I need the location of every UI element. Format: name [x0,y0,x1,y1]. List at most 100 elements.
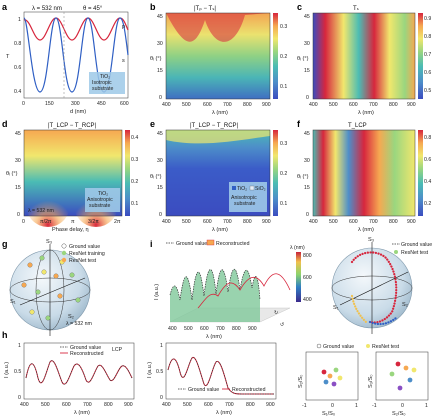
panel-d-xtick-1: π/2π [40,219,52,225]
panel-f-xtick-5: 900 [407,219,416,225]
panel-i-axis-s1 [339,271,409,306]
g-point [75,297,81,303]
panel-f-colorbar [418,130,423,216]
panel-g: g S₃ S₁ S₂ λ = 532 nm Ground value ResNe… [2,239,105,336]
panel-j-legend-test: ResNet test [372,344,400,350]
panel-b-ytick-1: 15 [157,68,163,74]
j2-point [407,377,413,383]
panel-g-legend-train-marker [61,250,67,256]
panel-i-spectrum-fill [170,269,260,322]
panel-c-title: Tₛ [353,6,359,12]
panel-h-xtick-0: 400 [20,402,29,408]
panel-c-xtick-1: 500 [329,102,338,108]
panel-h2-xtick-4: 800 [246,402,255,408]
panel-h-xtick-2: 600 [62,402,71,408]
panel-a-label-p: p [122,24,125,30]
panel-h-axes [23,342,135,400]
panel-j: Ground value ResNet test -1 0 1 S₁/S₀ S₂… [298,343,429,417]
panel-j-axes-1 [305,351,359,401]
panel-a-ytick-3: 1 [18,17,21,23]
panel-i-legend-recon: Reconstructed [216,241,250,247]
panel-b-ylabel: θᵢ (°) [150,56,162,62]
panel-b-ytick-0: 0 [159,95,162,101]
panel-h-letter: h [2,330,8,340]
panel-e-ytick-0: 0 [159,212,162,218]
panel-c-xtick-0: 400 [309,102,318,108]
panel-a-xtick-2: 300 [71,101,80,107]
panel-i-xtick-2: 600 [200,326,209,332]
panel-h2: Ground value Reconstructed 0 0.5 1 I (a.… [147,342,277,416]
panel-a-letter: a [2,2,8,12]
panel-f-xlabel: λ (nm) [358,227,374,233]
panel-g-axis-s1 [19,277,86,306]
j1-point [327,373,333,379]
g-point [27,262,33,268]
panel-f-ylabel: θᵢ (°) [297,174,309,180]
panel-f-ytick-2: 30 [304,158,310,164]
panel-c-ylabel: θᵢ (°) [297,56,309,62]
panel-c-xtick-4: 800 [389,102,398,108]
panel-d-cbar-3: 0.4 [131,135,138,141]
panel-f: f T_LCP 0.2 0.4 0.6 0.8 0 15 30 45 θᵢ (°… [297,119,431,233]
panel-d-axes [23,129,123,217]
panel-i-xtick-1: 500 [184,326,193,332]
panel-h2-xtick-1: 500 [183,402,192,408]
panel-b-xtick-0: 400 [162,102,171,108]
panel-g-legend-ground-marker [61,243,67,249]
panel-h-xtick-1: 500 [41,402,50,408]
panel-e-colorbar [273,130,278,216]
panel-b-axes [165,12,271,100]
j2-point [389,371,395,377]
panel-f-title: T_LCP [348,123,367,129]
panel-f-cbar-2: 0.6 [424,157,431,163]
g-point [57,293,63,299]
panel-c-xtick-2: 600 [349,102,358,108]
panel-i-trajectory-red [350,251,398,324]
panel-e-xlabel: λ (nm) [212,227,228,233]
panel-h2-ytick-2: 1 [160,343,163,349]
panel-h-tag: LCP [112,347,123,353]
panel-j-tick-1-2: 1 [355,403,358,409]
panel-g-legend-ground: Ground value [69,244,100,250]
panel-b-cbar-0: 0.1 [280,84,287,90]
panel-c-xtick-5: 900 [407,102,416,108]
panel-j-xlabel-1: S₁/S₀ [322,411,336,417]
panel-h2-ytick-1: 0.5 [156,369,163,375]
panel-h2-xtick-2: 600 [204,402,213,408]
panel-i-sphere-legend-test-marker [394,250,398,254]
panel-g-axis-label-s3: S₃ [46,239,52,245]
panel-d-ylabel: θᵢ (°) [6,171,18,177]
panel-c-cbar-2: 0.7 [424,52,431,58]
panel-c-cbar-3: 0.8 [424,34,431,40]
j1-point [337,375,343,381]
panel-d-ytick-2: 30 [15,158,21,164]
panel-h-curve-recon [25,360,133,385]
panel-b-letter: b [150,2,156,12]
panel-e-ylabel: θᵢ (°) [150,174,162,180]
j2-point [403,365,409,371]
panel-a-xtick-1: 150 [45,101,54,107]
panel-h2-axes [165,342,277,400]
g-point [39,255,45,261]
panel-a-param-angle: θ = 45° [83,6,103,12]
panel-a-legend-line2: Isotropic [92,80,112,86]
g-point [53,273,59,279]
g-point [29,309,35,315]
g-point [69,272,75,278]
panel-d-xtick-4: 2π [114,219,121,225]
panel-h-xtick-5: 900 [124,402,133,408]
panel-i-colorbar [296,252,301,302]
panel-b-cbar-1: 0.2 [280,54,287,60]
panel-a-label-s: s [122,58,125,64]
panel-e-xtick-1: 500 [182,219,191,225]
panel-i-legend-ground: Ground value [176,241,207,247]
panel-i-xtick-4: 800 [232,326,241,332]
panel-d-xtick-2: π [71,219,75,225]
panel-j-axes-2 [375,351,429,401]
panel-f-ytick-1: 15 [304,185,310,191]
panel-c-ytick-1: 15 [304,68,310,74]
panel-i-xtick-3: 700 [216,326,225,332]
panel-i-ylabel: I (a.u.) [154,284,160,300]
j1-point [321,369,327,375]
